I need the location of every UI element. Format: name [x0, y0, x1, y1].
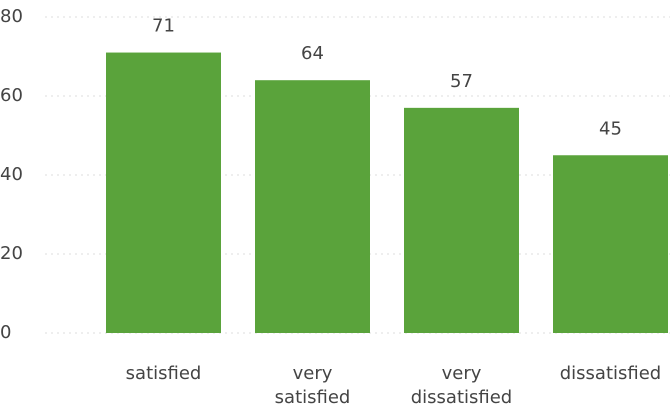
x-tick-label: very satisfied: [274, 363, 351, 408]
value-label: 45: [599, 118, 622, 139]
x-tick-label: very dissatisfied: [410, 363, 513, 408]
y-tick-label: 0: [0, 322, 11, 343]
value-label: 71: [152, 16, 175, 37]
bar: [553, 155, 668, 333]
value-label: 57: [450, 71, 473, 92]
value-label: 64: [301, 43, 324, 64]
bar: [106, 52, 221, 334]
y-tick-label: 20: [0, 243, 23, 264]
y-tick-label: 60: [0, 85, 23, 106]
y-tick-label: 80: [0, 6, 23, 27]
bar: [255, 80, 370, 333]
y-tick-label: 40: [0, 164, 23, 185]
x-tick-label: satisfied: [125, 363, 202, 384]
bar: [404, 107, 519, 333]
x-tick-label: dissatisfied: [559, 363, 662, 384]
